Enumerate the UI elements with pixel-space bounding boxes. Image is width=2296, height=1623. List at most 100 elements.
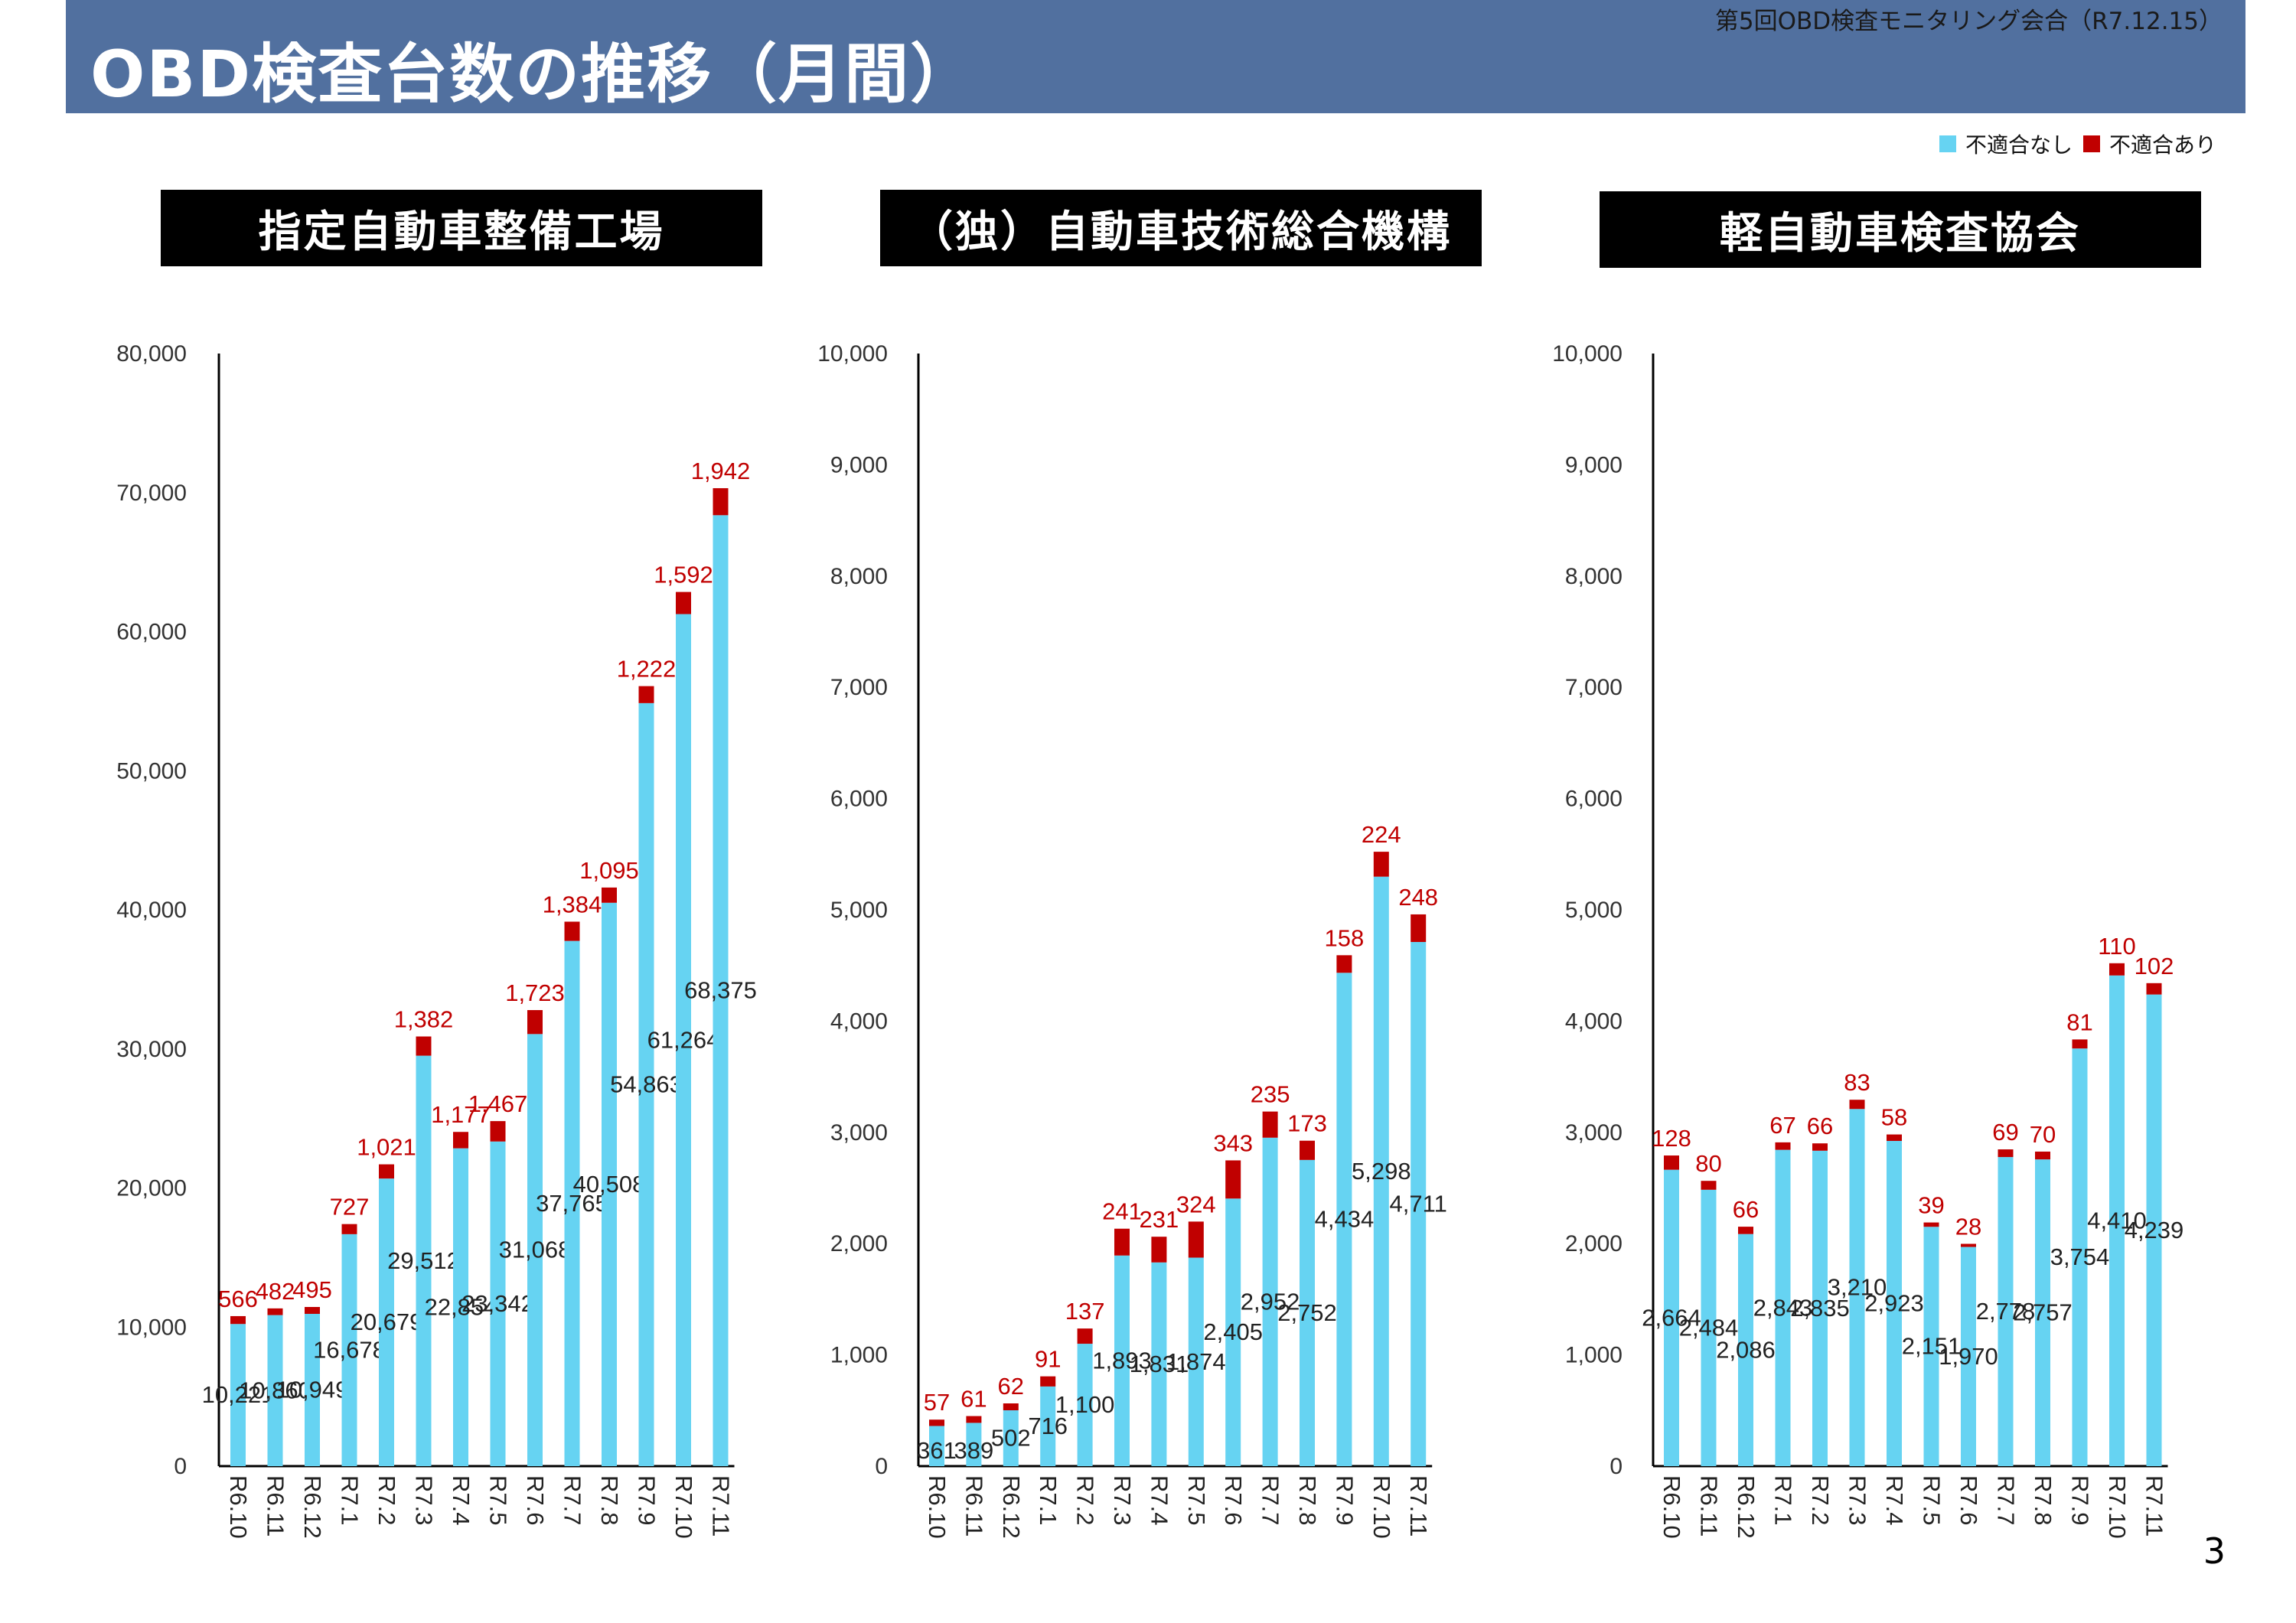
- chart1-fail-label: 1,384: [543, 891, 602, 917]
- chart1-bar-fail: [230, 1315, 246, 1325]
- chart1-no-fail-label: 10,221: [202, 1381, 275, 1408]
- chart2-bar-no-fail: [1151, 1262, 1167, 1466]
- chart2-bar-fail: [1077, 1328, 1093, 1344]
- chart1-bar-fail: [527, 1010, 543, 1035]
- chart2-fail-label: 224: [1362, 821, 1401, 848]
- chart1-fail-label: 566: [218, 1286, 258, 1312]
- chart1-bar-no-fail: [638, 702, 654, 1466]
- chart2-bar-fail: [966, 1416, 982, 1423]
- chart2-fail-label: 343: [1213, 1129, 1253, 1156]
- chart2-bar-fail: [1040, 1376, 1056, 1387]
- page-title: OBD検査台数の推移（月間）: [90, 37, 977, 112]
- chart2-fail-label: 158: [1325, 924, 1365, 951]
- chart2-category-label: R7.11: [1405, 1475, 1432, 1537]
- chart1-fail-label: 1,095: [579, 857, 639, 884]
- chart3-bar-fail: [2035, 1151, 2050, 1160]
- legend-item-no-fail: 不適合なし: [1939, 129, 2073, 159]
- chart2-no-fail-label: 2,752: [1277, 1299, 1337, 1326]
- chart1-fail-label: 1,942: [691, 458, 751, 484]
- chart2-no-fail-label: 1,893: [1092, 1347, 1152, 1374]
- chart1-bar-fail: [564, 921, 580, 941]
- chart2-bar-fail: [1225, 1160, 1241, 1199]
- chart1-bar-fail: [341, 1224, 357, 1234]
- chart3-bar-fail: [1664, 1155, 1679, 1170]
- legend: 不適合なし 不適合あり: [1939, 129, 2216, 159]
- chart2-bar-no-fail: [1077, 1344, 1093, 1466]
- chart1-no-fail-label: 10,949: [276, 1377, 349, 1403]
- chart1-category-label: R7.11: [708, 1475, 735, 1537]
- chart1-bar-no-fail: [490, 1141, 506, 1466]
- chart2-no-fail-label: 5,298: [1352, 1158, 1411, 1185]
- chart2-ytick-label: 8,000: [830, 564, 888, 589]
- chart1-bar-fail: [602, 887, 617, 903]
- chart1-bar-fail: [305, 1307, 320, 1315]
- legend-swatch-fail: [2082, 135, 2100, 152]
- chart3-no-fail-label: 3,754: [2050, 1243, 2110, 1270]
- chart2-fail-label: 137: [1065, 1298, 1105, 1325]
- chart3-category-label: R7.7: [1993, 1475, 2020, 1525]
- chart3-bar-fail: [1738, 1227, 1753, 1234]
- chart3-category-label: R7.9: [2067, 1475, 2094, 1525]
- chart3-ytick-label: 4,000: [1565, 1009, 1623, 1034]
- chart1-bar-no-fail: [379, 1178, 394, 1466]
- chart1-no-fail-label: 54,863: [610, 1071, 683, 1097]
- chart3-fail-label: 39: [1918, 1192, 1944, 1219]
- chart1-category-label: R7.7: [559, 1475, 586, 1525]
- chart1-fail-label: 1,177: [431, 1101, 491, 1128]
- chart2-bar-fail: [1336, 955, 1352, 973]
- chart3-bar-no-fail: [2109, 975, 2125, 1466]
- chart1-fail-label: 1,021: [357, 1134, 416, 1161]
- chart1-ytick-label: 70,000: [116, 481, 187, 506]
- chart1-bar-no-fail: [230, 1324, 246, 1466]
- chart1-no-fail-label: 10,860: [239, 1377, 311, 1403]
- chart2-bar-no-fail: [1114, 1255, 1130, 1466]
- chart1-bar-no-fail: [267, 1315, 283, 1466]
- chart2-bar-fail: [1300, 1140, 1315, 1160]
- chart3-fail-label: 83: [1844, 1069, 1870, 1096]
- chart2-fail-label: 324: [1176, 1191, 1216, 1217]
- chart3-category-label: R7.2: [1807, 1475, 1834, 1525]
- chart3-ytick-label: 7,000: [1565, 675, 1623, 700]
- chart1-no-fail-label: 16,678: [313, 1336, 386, 1363]
- chart2-no-fail-label: 1,874: [1166, 1348, 1226, 1375]
- chart3-no-fail-label: 2,843: [1753, 1294, 1813, 1321]
- chart2-category-label: R7.7: [1257, 1475, 1284, 1525]
- chart3-ytick-label: 2,000: [1565, 1231, 1623, 1256]
- chart3-bar-no-fail: [1887, 1140, 1902, 1466]
- chart3-category-label: R7.10: [2104, 1475, 2131, 1539]
- chart2-fail-label: 57: [924, 1389, 950, 1416]
- chart2-no-fail-label: 361: [917, 1437, 957, 1464]
- header-bar: [66, 0, 2245, 113]
- panel-title-1: 指定自動車整備工場: [161, 190, 762, 266]
- chart3-bar-fail: [2072, 1039, 2088, 1049]
- chart3-bar-fail: [1812, 1143, 1828, 1151]
- chart2-bar-fail: [1188, 1221, 1204, 1258]
- chart3-category-label: R7.5: [1919, 1475, 1945, 1525]
- chart3-ytick-label: 1,000: [1565, 1343, 1623, 1368]
- chart3-no-fail-label: 2,484: [1679, 1314, 1739, 1341]
- chart1-bar-fail: [676, 592, 691, 614]
- chart1-no-fail-label: 23,342: [461, 1290, 534, 1317]
- chart3-bar-no-fail: [1812, 1150, 1828, 1466]
- chart3-bar-no-fail: [1664, 1169, 1679, 1466]
- chart3-category-label: R7.3: [1844, 1475, 1871, 1525]
- chart2-bar-no-fail: [1040, 1386, 1056, 1466]
- chart3-no-fail-label: 2,151: [1902, 1333, 1962, 1360]
- chart2-no-fail-label: 2,405: [1203, 1318, 1263, 1345]
- chart3-no-fail-label: 3,210: [1828, 1274, 1887, 1301]
- chart1-fail-label: 727: [330, 1194, 370, 1221]
- chart1-ytick-label: 30,000: [116, 1037, 187, 1062]
- chart1-no-fail-label: 20,679: [351, 1309, 423, 1335]
- chart3-no-fail-label: 2,923: [1864, 1289, 1924, 1316]
- chart1-bar-no-fail: [453, 1148, 468, 1466]
- chart3-ytick-label: 9,000: [1565, 452, 1623, 477]
- chart1-ytick-label: 10,000: [116, 1315, 187, 1340]
- chart3-bar-fail: [2109, 963, 2125, 976]
- chart2-bar-fail: [1151, 1237, 1167, 1263]
- panel-title-2: （独）自動車技術総合機構: [880, 190, 1482, 266]
- chart1-no-fail-label: 22,854: [425, 1293, 497, 1320]
- chart2-ytick-label: 9,000: [830, 452, 888, 477]
- chart2-bar-no-fail: [1262, 1137, 1278, 1466]
- chart1-category-label: R7.2: [373, 1475, 400, 1525]
- chart3-bar-no-fail: [1923, 1227, 1939, 1466]
